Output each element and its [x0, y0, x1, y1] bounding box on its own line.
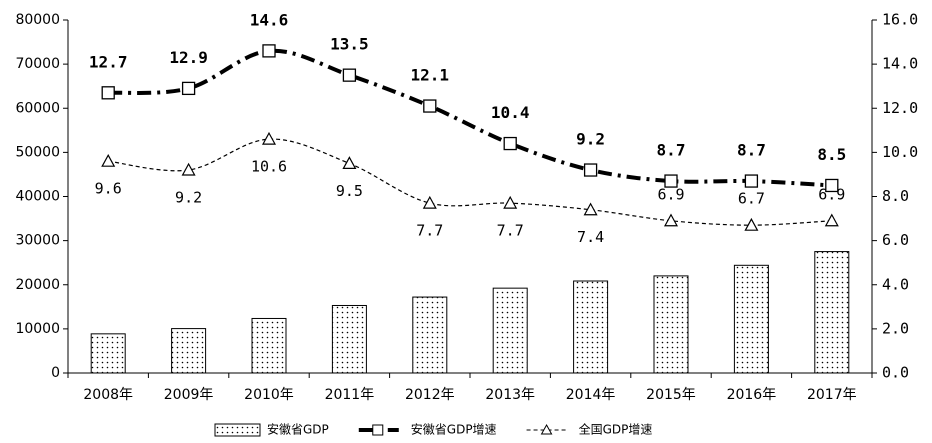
y2-tick-label: 4.0: [882, 275, 909, 293]
marker: [583, 163, 598, 177]
marker: [262, 44, 276, 58]
y-tick-label: 60000: [15, 100, 60, 116]
marker: [423, 99, 437, 113]
data-label: 14.6: [250, 10, 289, 29]
data-label: 6.7: [738, 190, 765, 208]
bar: [733, 264, 769, 374]
marker: [101, 153, 116, 167]
marker: [664, 174, 678, 188]
marker: [422, 195, 437, 209]
data-label: 10.4: [491, 103, 530, 122]
data-label: 7.7: [416, 222, 443, 240]
y2-tick-label: 0.0: [882, 364, 909, 382]
bar: [251, 317, 287, 374]
y-tick-label: 10000: [15, 321, 60, 337]
bar: [412, 296, 448, 374]
y2-tick-label: 16.0: [882, 11, 918, 29]
y-tick-label: 30000: [15, 233, 60, 249]
y2-tick-label: 2.0: [882, 319, 909, 337]
data-label: 8.7: [737, 141, 766, 160]
y-tick-label: 20000: [15, 277, 60, 293]
marker: [744, 174, 759, 188]
x-tick-label: 2010年: [244, 387, 294, 403]
data-label: 10.6: [251, 158, 287, 176]
marker: [181, 162, 196, 176]
legend-label: 全国GDP增速: [579, 422, 653, 437]
x-tick-label: 2013年: [485, 387, 535, 403]
bar: [573, 280, 609, 374]
y2-tick-label: 8.0: [882, 187, 909, 205]
line: [108, 138, 832, 226]
marker: [824, 213, 839, 227]
data-label: 7.4: [577, 228, 604, 246]
x-tick-label: 2008年: [83, 387, 133, 403]
y2-tick-label: 10.0: [882, 143, 918, 161]
marker: [342, 68, 357, 82]
legend-label: 安徽省GDP增速: [411, 422, 497, 437]
marker: [101, 86, 115, 100]
x-tick-label: 2009年: [164, 387, 214, 403]
data-label: 12.9: [169, 48, 208, 67]
bar: [171, 328, 207, 374]
y-tick-label: 40000: [15, 189, 60, 205]
y-tick-label: 50000: [15, 144, 60, 160]
line: [108, 48, 832, 188]
bar: [814, 251, 850, 374]
x-tick-label: 2014年: [566, 387, 616, 403]
x-tick-label: 2012年: [405, 387, 455, 403]
data-label: 12.7: [89, 52, 128, 71]
data-label: 13.5: [330, 35, 369, 54]
data-label: 6.9: [818, 185, 845, 203]
x-tick-label: 2011年: [325, 387, 375, 403]
legend-swatch: [540, 423, 553, 435]
x-tick-label: 2016年: [727, 387, 777, 403]
marker: [744, 217, 759, 231]
data-label: 9.2: [175, 189, 202, 207]
legend-swatch: [214, 423, 261, 437]
data-label: 9.5: [336, 182, 363, 200]
x-tick-label: 2017年: [807, 387, 857, 403]
data-label: 6.9: [657, 185, 684, 203]
legend-label: 安徽省GDP: [267, 422, 329, 437]
marker: [261, 131, 277, 145]
data-label: 9.2: [576, 130, 605, 149]
bar: [653, 275, 689, 374]
marker: [663, 213, 679, 227]
y-tick-label: 80000: [15, 12, 60, 28]
data-label: 8.5: [817, 145, 846, 164]
legend-swatch: [372, 424, 384, 436]
marker: [825, 178, 839, 193]
x-tick-label: 2015年: [646, 387, 696, 403]
y2-tick-label: 14.0: [882, 55, 918, 73]
marker: [181, 81, 196, 96]
data-label: 12.1: [411, 66, 450, 85]
marker: [583, 202, 598, 216]
bar: [331, 304, 367, 374]
marker: [503, 136, 517, 151]
y2-tick-label: 6.0: [882, 231, 909, 249]
marker: [342, 156, 357, 170]
data-label: 7.7: [497, 222, 524, 240]
y2-tick-label: 12.0: [882, 99, 918, 117]
y-tick-label: 70000: [15, 56, 60, 72]
bar: [90, 333, 126, 374]
data-label: 9.6: [95, 180, 122, 198]
data-label: 8.7: [657, 141, 686, 160]
bar: [492, 287, 528, 374]
marker: [503, 195, 518, 209]
y-tick-label: 0: [51, 365, 60, 381]
